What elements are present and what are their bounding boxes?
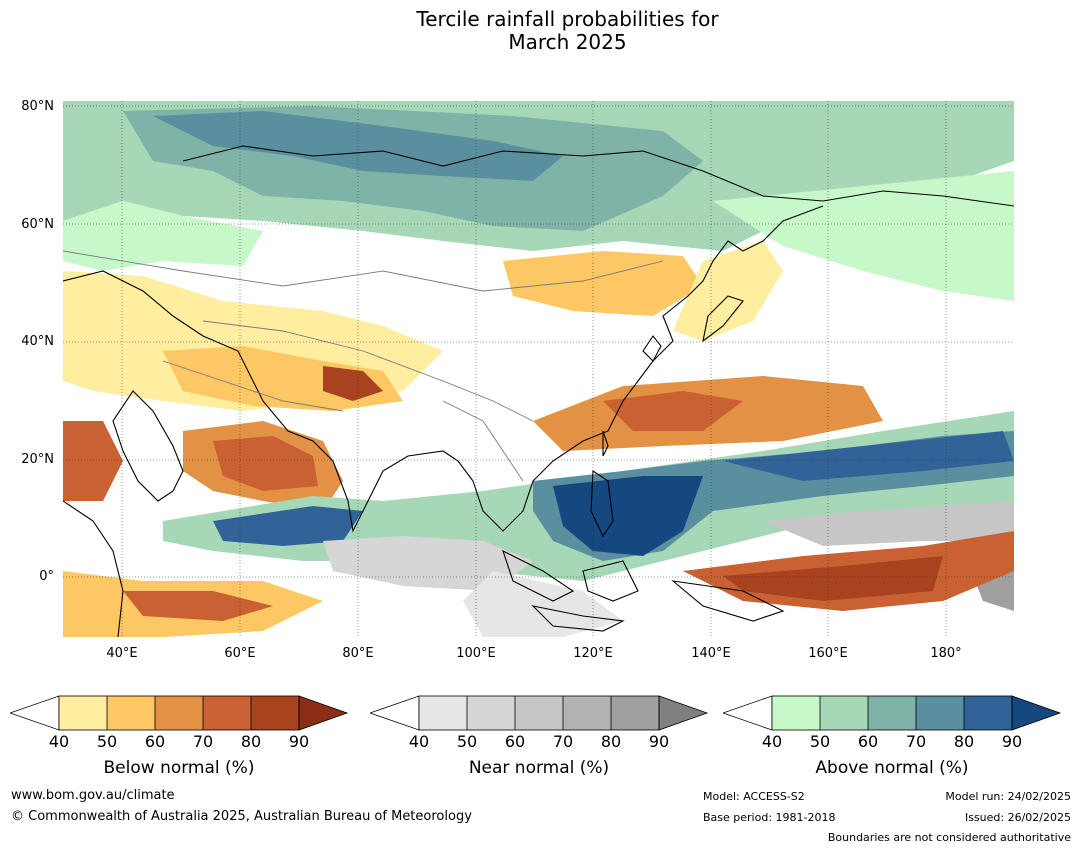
map-title: Tercile rainfall probabilities for March… xyxy=(0,8,1081,54)
lat-label-0: 0° xyxy=(39,569,54,584)
colorbar-below-tick-50: 50 xyxy=(96,732,118,751)
website-link[interactable]: www.bom.gov.au/climate xyxy=(11,788,175,803)
colorbar-below-swatch-50 xyxy=(107,696,155,730)
colorbar-below-title: Below normal (%) xyxy=(103,758,255,778)
below-normal-region-north-china xyxy=(503,251,703,316)
above-normal-region-pacific-north xyxy=(713,171,1014,301)
colorbar-below-extend-high xyxy=(298,695,349,731)
above-normal-region-tropical-core xyxy=(213,506,363,546)
lon-label-140e: 140°E xyxy=(691,646,731,661)
colorbar-near-swatch-60 xyxy=(515,696,563,730)
near-normal-region-indonesia xyxy=(463,571,623,637)
title-line-1: Tercile rainfall probabilities for xyxy=(416,7,719,31)
below-normal-region-taiwan-core xyxy=(603,391,743,431)
colorbar-near-extend-low xyxy=(370,695,420,731)
colorbar-above-tick-90: 90 xyxy=(1001,732,1023,751)
colorbar-below-swatch-60 xyxy=(155,696,203,730)
colorbar-above-tick-60: 60 xyxy=(857,732,879,751)
colorbar-near-tick-80: 80 xyxy=(600,732,622,751)
below-normal-region-south-indian-core xyxy=(123,591,273,621)
colorbar-above-swatch-70 xyxy=(916,696,964,730)
colorbar-above-normal xyxy=(723,695,1062,731)
colorbar-above-tick-50: 50 xyxy=(809,732,831,751)
colorbar-above-extend-low xyxy=(723,695,773,731)
above-normal-region-philippines-core xyxy=(553,476,703,556)
colorbar-above-extend-high xyxy=(1011,695,1062,731)
colorbar-near-tick-50: 50 xyxy=(456,732,478,751)
colorbar-below-tick-80: 80 xyxy=(240,732,262,751)
gridlines xyxy=(63,101,1014,637)
coastlines xyxy=(63,145,1014,637)
lon-label-60e: 60°E xyxy=(224,646,256,661)
lat-label-20n: 20°N xyxy=(21,452,54,467)
copyright-text: © Commonwealth of Australia 2025, Austra… xyxy=(11,809,472,824)
title-line-2: March 2025 xyxy=(508,30,627,54)
colorbar-above-tick-80: 80 xyxy=(953,732,975,751)
colorbar-below-tick-60: 60 xyxy=(144,732,166,751)
colorbar-near-swatch-40 xyxy=(419,696,467,730)
colorbar-near-tick-60: 60 xyxy=(504,732,526,751)
lat-label-60n: 60°N xyxy=(21,217,54,232)
rainfall-probability-map xyxy=(63,101,1014,637)
colorbar-above-swatch-80 xyxy=(964,696,1012,730)
model-text: Model: ACCESS-S2 xyxy=(703,790,805,803)
model-run-text: Model run: 24/02/2025 xyxy=(945,790,1071,803)
lon-label-100e: 100°E xyxy=(456,646,496,661)
colorbar-below-tick-70: 70 xyxy=(192,732,214,751)
colorbar-above-swatch-50 xyxy=(820,696,868,730)
colorbar-near-swatch-70 xyxy=(563,696,611,730)
lat-label-80n: 80°N xyxy=(21,99,54,114)
above-normal-region-europe xyxy=(63,201,263,271)
below-normal-region-himalaya xyxy=(323,366,383,401)
colorbar-above-tick-40: 40 xyxy=(761,732,783,751)
colorbar-near-tick-70: 70 xyxy=(552,732,574,751)
colorbar-near-extend-high xyxy=(658,695,709,731)
colorbar-below-swatch-40 xyxy=(59,696,107,730)
colorbar-above-title: Above normal (%) xyxy=(815,758,969,778)
colorbar-below-tick-40: 40 xyxy=(48,732,70,751)
below-normal-region-arabian-core xyxy=(213,436,318,491)
lat-label-40n: 40°N xyxy=(21,334,54,349)
colorbar-above-swatch-40 xyxy=(772,696,820,730)
colorbar-near-tick-90: 90 xyxy=(648,732,670,751)
colorbar-below-extend-low xyxy=(10,695,60,731)
colorbar-below-tick-90: 90 xyxy=(288,732,310,751)
below-normal-region-south-pacific-core xyxy=(723,556,943,601)
lon-label-180: 180° xyxy=(930,646,962,661)
colorbar-near-title: Near normal (%) xyxy=(468,758,610,778)
base-period-text: Base period: 1981-2018 xyxy=(703,811,836,824)
near-normal-region-pacific-south xyxy=(763,501,1014,546)
colorbar-near-tick-40: 40 xyxy=(408,732,430,751)
colorbar-below-swatch-70 xyxy=(203,696,251,730)
colorbar-near-normal xyxy=(370,695,709,731)
lon-label-160e: 160°E xyxy=(808,646,848,661)
below-normal-region-japan-arc xyxy=(673,241,783,341)
colorbar-below-normal xyxy=(10,695,349,731)
country-borders xyxy=(63,250,664,482)
colorbar-near-swatch-80 xyxy=(611,696,659,730)
below-normal-region-africa xyxy=(63,421,123,501)
colorbar-above-tick-70: 70 xyxy=(905,732,927,751)
colorbar-near-swatch-50 xyxy=(467,696,515,730)
issued-text: Issued: 26/02/2025 xyxy=(964,811,1071,824)
lon-label-80e: 80°E xyxy=(342,646,374,661)
colorbar-above-swatch-60 xyxy=(868,696,916,730)
lon-label-40e: 40°E xyxy=(106,646,138,661)
lon-label-120e: 120°E xyxy=(573,646,613,661)
above-normal-region-pacific-east xyxy=(723,431,1014,481)
disclaimer-text: Boundaries are not considered authoritat… xyxy=(827,831,1071,844)
colorbar-below-swatch-80 xyxy=(251,696,299,730)
